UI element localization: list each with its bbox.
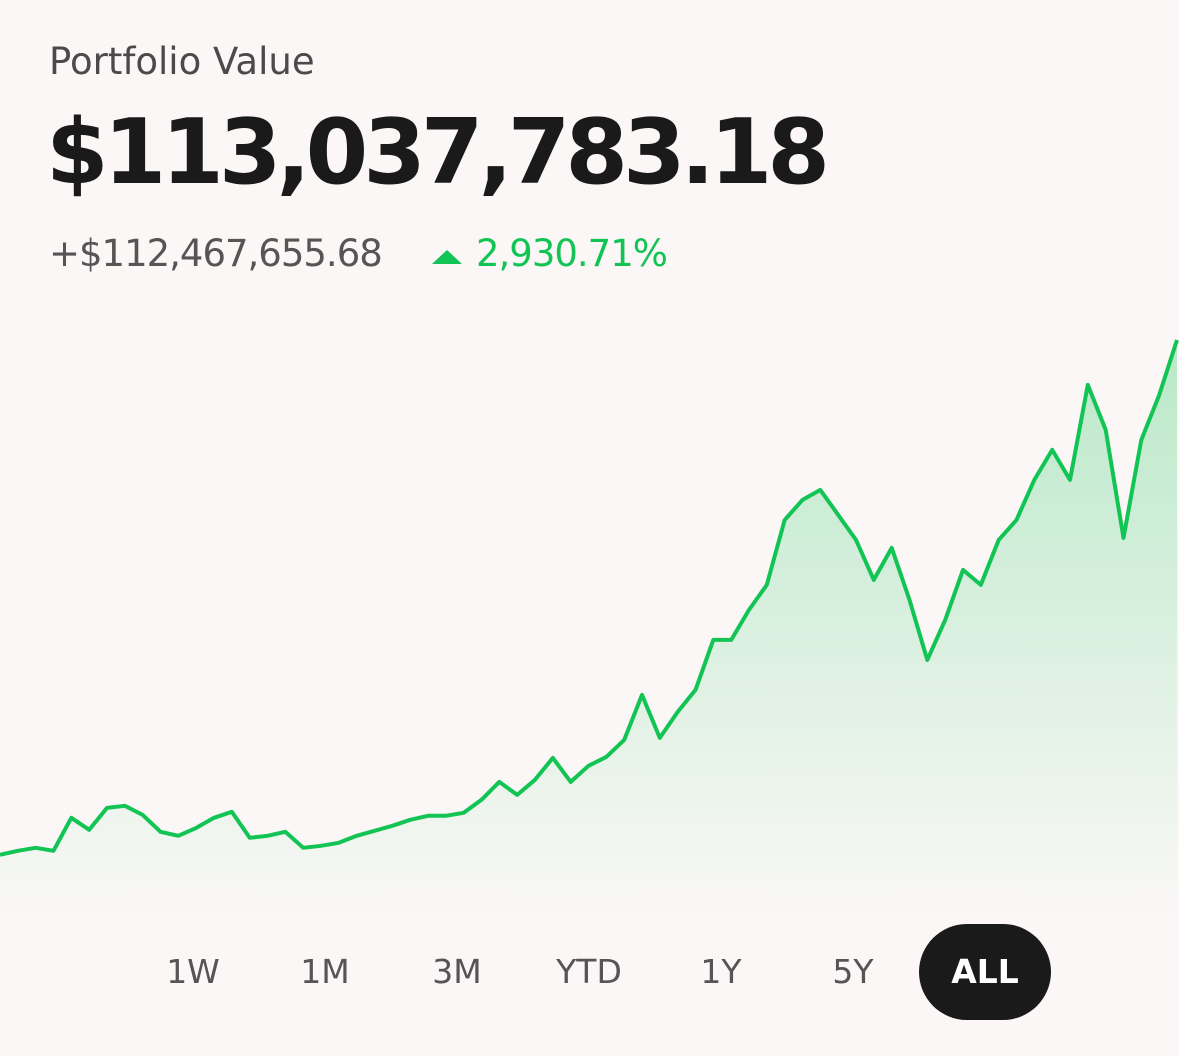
range-button[interactable]: ALL: [919, 924, 1051, 1020]
range-button[interactable]: 1W: [166, 952, 220, 991]
price-line: [0, 339, 1179, 857]
range-button[interactable]: 5Y: [832, 952, 874, 991]
range-button[interactable]: 3M: [432, 952, 482, 991]
chart: [0, 339, 1179, 920]
range-button[interactable]: 1Y: [700, 952, 742, 991]
range-button[interactable]: YTD: [556, 952, 622, 991]
change-percent: 2,930.71%: [476, 232, 668, 275]
portfolio-value: $113,037,783.18: [46, 100, 830, 205]
area: [0, 340, 1177, 920]
range-button[interactable]: 1M: [300, 952, 350, 991]
portfolio-label: Portfolio Value: [49, 40, 315, 83]
change-amount: +$112,467,655.68: [49, 232, 383, 275]
up-arrow: [432, 250, 462, 264]
